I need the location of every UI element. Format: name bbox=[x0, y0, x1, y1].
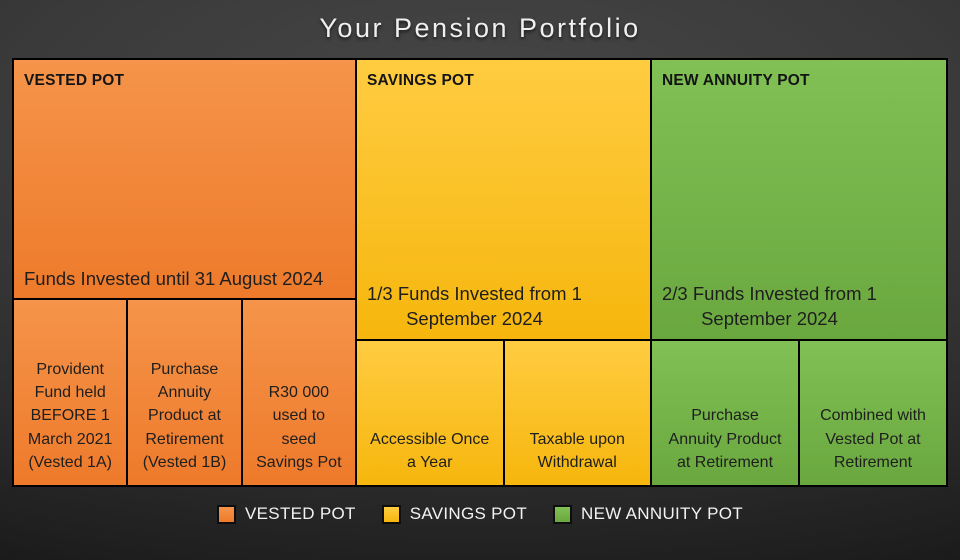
legend-item-vested-pot: VESTED POT bbox=[217, 504, 356, 524]
vested-pot-main-box: VESTED POT Funds Invested until 31 Augus… bbox=[14, 60, 355, 298]
new-annuity-pot-column: NEW ANNUITY POT 2/3 Funds Invested from … bbox=[652, 60, 946, 485]
new-annuity-pot-color-swatch bbox=[553, 504, 573, 524]
savings-sub-box-accessible: Accessible Once a Year bbox=[357, 341, 503, 485]
new-annuity-pot-main-box: NEW ANNUITY POT 2/3 Funds Invested from … bbox=[652, 60, 946, 339]
vested-pot-color-swatch bbox=[217, 504, 237, 524]
new-annuity-pot-sub-boxes: Purchase Annuity Product at Retirement C… bbox=[652, 341, 946, 485]
savings-pot-main-box: SAVINGS POT 1/3 Funds Invested from 1 Se… bbox=[357, 60, 650, 339]
savings-pot-column: SAVINGS POT 1/3 Funds Invested from 1 Se… bbox=[357, 60, 650, 485]
savings-pot-description: 1/3 Funds Invested from 1 September 2024 bbox=[367, 283, 582, 330]
vested-pot-description: Funds Invested until 31 August 2024 bbox=[24, 268, 324, 290]
legend-label-new-annuity-pot: NEW ANNUITY POT bbox=[581, 504, 743, 523]
new-annuity-pot-description: 2/3 Funds Invested from 1 September 2024 bbox=[662, 283, 877, 330]
vested-sub-box-provident-fund: Provident Fund held BEFORE 1 March 2021 … bbox=[14, 300, 127, 485]
annuity-sub-box-purchase-annuity: Purchase Annuity Product at Retirement bbox=[652, 341, 798, 485]
vested-sub-box-purchase-annuity: Purchase Annuity Product at Retirement (… bbox=[128, 300, 241, 485]
page-title: Your Pension Portfolio bbox=[319, 13, 641, 43]
savings-pot-color-swatch bbox=[381, 504, 401, 524]
new-annuity-pot-heading: NEW ANNUITY POT bbox=[662, 72, 810, 89]
legend-label-savings-pot: SAVINGS POT bbox=[409, 504, 528, 523]
legend-label-vested-pot: VESTED POT bbox=[245, 504, 356, 523]
vested-pot-column: VESTED POT Funds Invested until 31 Augus… bbox=[14, 60, 355, 485]
vested-pot-sub-boxes: Provident Fund held BEFORE 1 March 2021 … bbox=[14, 300, 355, 485]
legend-item-savings-pot: SAVINGS POT bbox=[381, 504, 528, 524]
savings-pot-sub-boxes: Accessible Once a Year Taxable upon With… bbox=[357, 341, 650, 485]
vested-sub-box-seed-savings: R30 000 used to seed Savings Pot bbox=[242, 300, 355, 485]
legend: VESTED POT SAVINGS POT NEW ANNUITY POT bbox=[0, 504, 960, 524]
savings-pot-heading: SAVINGS POT bbox=[367, 72, 474, 89]
annuity-sub-box-combined-vested: Combined with Vested Pot at Retirement bbox=[800, 341, 946, 485]
savings-sub-box-taxable: Taxable upon Withdrawal bbox=[504, 341, 650, 485]
pension-pots-diagram: VESTED POT Funds Invested until 31 Augus… bbox=[12, 58, 948, 487]
legend-item-new-annuity-pot: NEW ANNUITY POT bbox=[553, 504, 743, 524]
vested-pot-heading: VESTED POT bbox=[24, 72, 125, 89]
